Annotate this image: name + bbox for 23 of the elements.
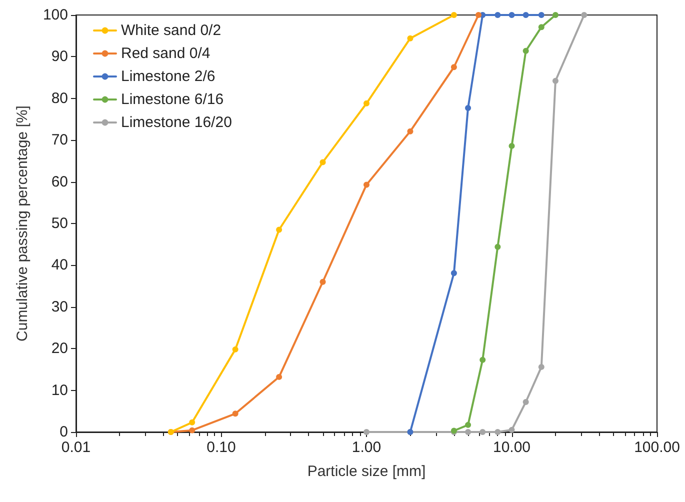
x-tick-label: 0.01 bbox=[61, 439, 91, 456]
y-tick-label: 70 bbox=[51, 132, 68, 149]
y-tick-label: 20 bbox=[51, 340, 68, 358]
x-tick-label: 100.00 bbox=[634, 439, 680, 456]
y-axis-title: Cumulative passing percentage [%] bbox=[14, 106, 31, 342]
y-tick-label: 80 bbox=[51, 90, 68, 107]
x-tick-label: 0.10 bbox=[206, 439, 236, 456]
y-tick-label: 60 bbox=[51, 173, 68, 190]
x-tick-label: 10.00 bbox=[492, 439, 531, 456]
legend-label: Limestone 16/20 bbox=[121, 114, 232, 131]
x-axis-title: Particle size [mm] bbox=[307, 463, 426, 480]
y-tick-label: 10 bbox=[51, 382, 68, 399]
x-tick-label: 1.00 bbox=[352, 439, 382, 456]
y-tick-label: 40 bbox=[51, 256, 68, 274]
y-tick-label: 30 bbox=[51, 298, 68, 316]
legend-label: White sand 0/2 bbox=[121, 22, 222, 39]
y-tick-label: 90 bbox=[51, 48, 68, 66]
y-tick-label: 0 bbox=[60, 424, 68, 440]
legend-label: Red sand 0/4 bbox=[121, 45, 210, 62]
legend-label: Limestone 2/6 bbox=[121, 68, 216, 85]
y-tick-label: 50 bbox=[51, 215, 68, 232]
y-tick-label: 100 bbox=[42, 6, 68, 24]
legend-label: Limestone 6/16 bbox=[121, 91, 224, 108]
